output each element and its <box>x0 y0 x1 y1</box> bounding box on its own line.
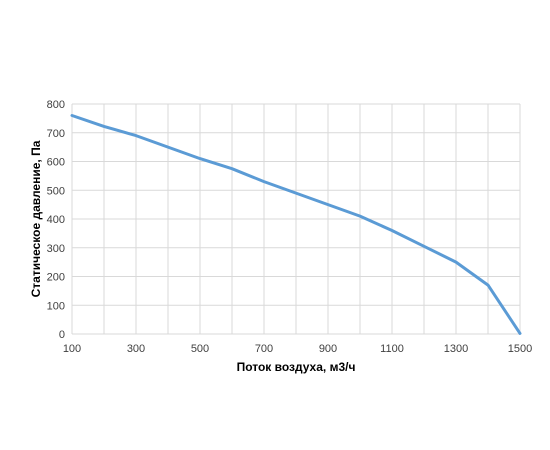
y-tick-label: 800 <box>47 99 65 111</box>
y-axis-title: Статическое давление, Па <box>29 140 43 297</box>
x-tick-label: 300 <box>127 343 145 355</box>
x-tick-label: 100 <box>63 343 81 355</box>
y-tick-label: 600 <box>47 157 65 169</box>
y-tick-label: 100 <box>47 300 65 312</box>
x-tick-label: 1500 <box>508 343 532 355</box>
y-tick-label: 500 <box>47 185 65 197</box>
tick-labels: 0 100 200 300 400 500 600 700 800 100 300 500 700 900… <box>47 99 533 355</box>
series-layer <box>70 114 522 335</box>
x-tick-label: 1300 <box>444 343 468 355</box>
y-tick-label: 400 <box>47 214 65 226</box>
x-tick-label: 500 <box>191 343 209 355</box>
series-line <box>70 114 522 335</box>
y-tick-label: 0 <box>59 329 65 341</box>
y-tick-label: 300 <box>47 243 65 255</box>
x-axis-title: Поток воздуха, м3/ч <box>237 360 356 374</box>
y-tick-label: 700 <box>47 128 65 140</box>
gridlines <box>71 103 521 335</box>
x-tick-label: 700 <box>255 343 273 355</box>
x-tick-label: 1100 <box>380 343 404 355</box>
x-tick-label: 900 <box>319 343 337 355</box>
y-tick-label: 200 <box>47 272 65 284</box>
